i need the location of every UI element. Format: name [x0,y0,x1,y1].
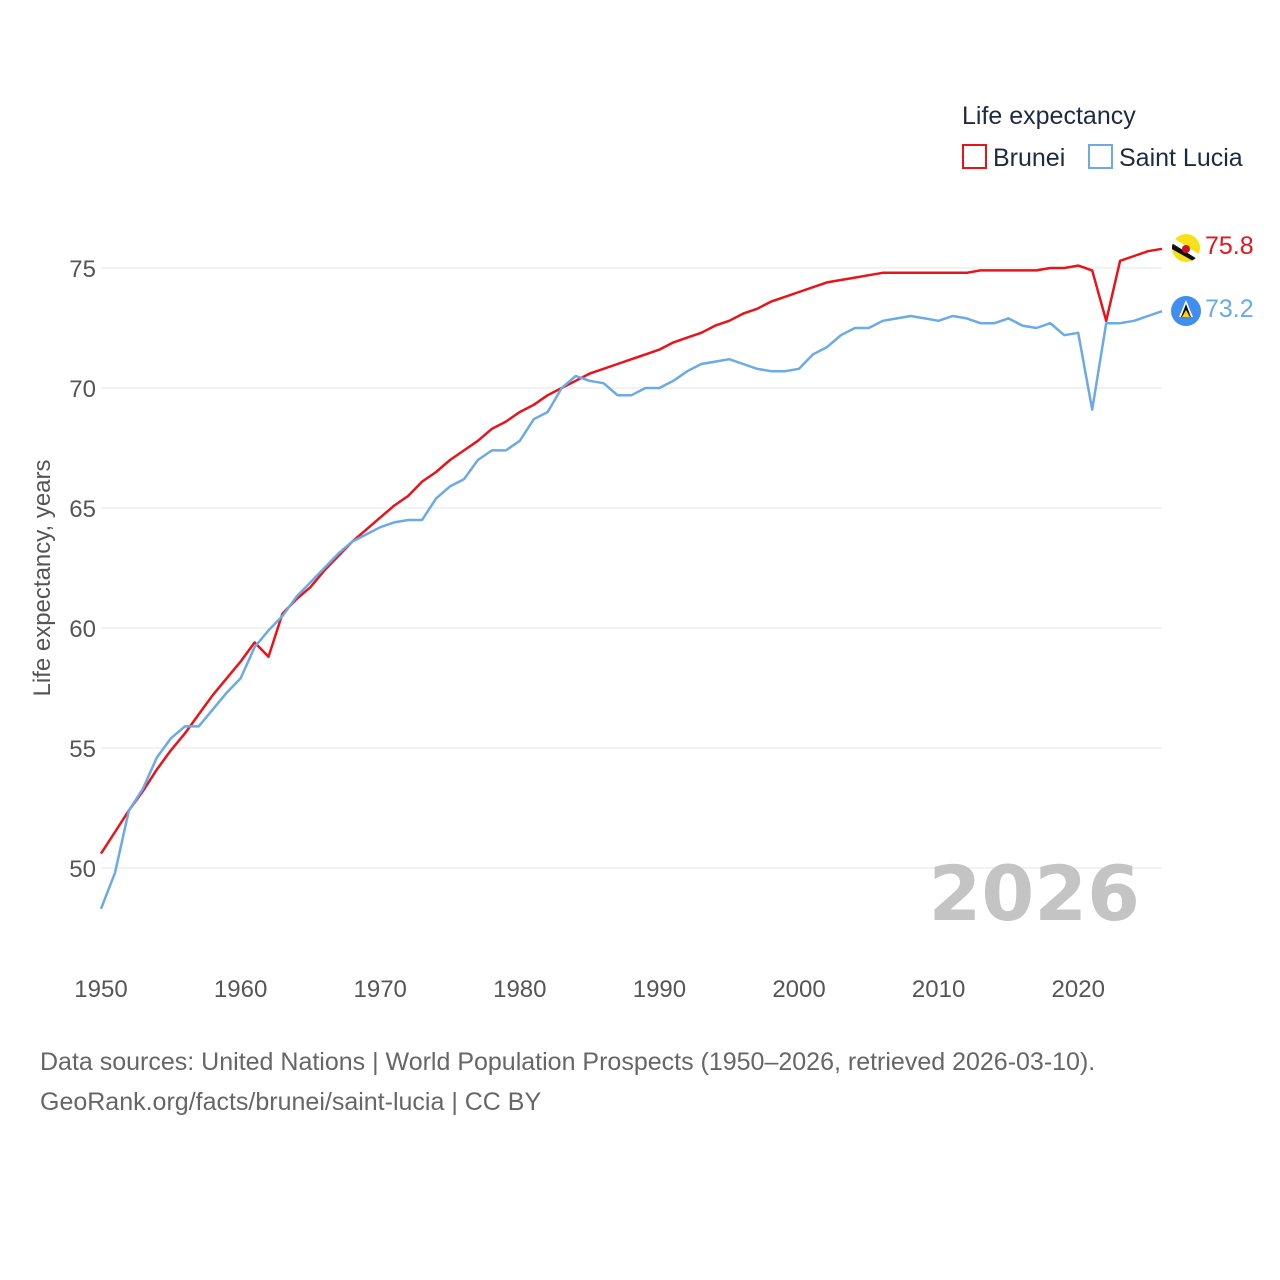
brunei-flag-icon [1172,234,1200,262]
x-tick-label: 2000 [772,976,825,1003]
x-tick-label: 1990 [633,976,686,1003]
legend-swatch-saint-lucia[interactable] [1088,144,1113,169]
series-line-brunei[interactable] [99,247,1163,855]
y-tick-label: 60 [69,616,96,643]
y-tick-label: 65 [69,496,96,523]
legend-title: Life expectancy [962,102,1136,130]
y-tick-label: 75 [69,256,96,283]
legend-swatch-brunei[interactable] [962,144,987,169]
end-value-brunei: 75.8 [1205,232,1254,260]
end-value-saint-lucia: 73.2 [1205,295,1254,323]
source-link[interactable]: GeoRank.org/facts/brunei/saint-lucia | C… [40,1088,542,1116]
y-axis-ticks: 50 55 60 65 70 75 [69,256,96,883]
source-note: Data sources: United Nations | World Pop… [40,1042,1240,1122]
x-tick-label: 1950 [74,976,127,1003]
x-tick-label: 2020 [1052,976,1105,1003]
x-tick-label: 1970 [354,976,407,1003]
source-line: Data sources: United Nations | World Pop… [40,1048,1096,1076]
series-lines [99,247,1163,910]
x-tick-label: 2010 [912,976,965,1003]
x-tick-label: 1960 [214,976,267,1003]
legend-label-saint-lucia[interactable]: Saint Lucia [1119,144,1243,172]
year-watermark: 2026 [928,849,1140,938]
y-tick-label: 70 [69,376,96,403]
x-tick-label: 1980 [493,976,546,1003]
series-line-saint-lucia[interactable] [99,310,1163,910]
y-tick-label: 50 [69,856,96,883]
y-axis-title: Life expectancy, years [29,459,56,696]
legend-label-brunei[interactable]: Brunei [993,144,1065,172]
x-axis-ticks: 1950 1960 1970 1980 1990 2000 2010 2020 [74,976,1105,1003]
y-tick-label: 55 [69,736,96,763]
saint-lucia-flag-icon [1171,296,1201,326]
